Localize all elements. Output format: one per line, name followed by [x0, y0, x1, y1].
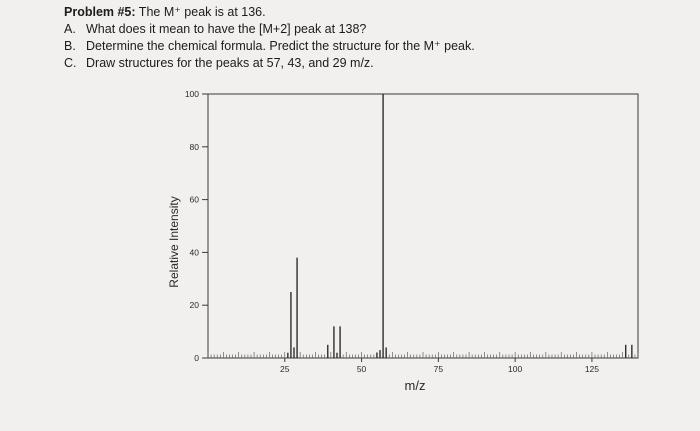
y-tick-label: 40 [190, 247, 200, 257]
problem-title-text: The M⁺ peak is at 136. [135, 5, 266, 19]
x-axis-label: m/z [405, 378, 426, 393]
x-tick-label: 100 [508, 364, 522, 374]
problem-statement: Problem #5: The M⁺ peak is at 136. A. Wh… [64, 4, 664, 72]
question-letter: B. [64, 39, 76, 53]
x-tick-label: 50 [357, 364, 367, 374]
question-text: Determine the chemical formula. Predict … [86, 39, 475, 53]
x-axis: 25 50 75 100 125 [207, 352, 639, 374]
question-text: Draw structures for the peaks at 57, 43,… [86, 56, 374, 70]
x-tick-label: 125 [585, 364, 599, 374]
x-tick-label: 25 [280, 364, 290, 374]
problem-title: Problem #5: The M⁺ peak is at 136. [64, 4, 664, 21]
question-a: A. What does it mean to have the [M+2] p… [64, 21, 664, 38]
y-tick-label: 0 [194, 353, 199, 363]
y-tick-label: 60 [190, 195, 200, 205]
x-tick-label: 75 [434, 364, 444, 374]
question-letter: A. [64, 22, 76, 36]
chart-background [150, 82, 650, 402]
y-tick-label: 100 [185, 89, 199, 99]
y-tick-label: 20 [190, 300, 200, 310]
question-b: B. Determine the chemical formula. Predi… [64, 38, 664, 55]
question-letter: C. [64, 56, 77, 70]
mass-spectrum-chart: 0 20 40 60 80 100 25 50 75 100 125 Relative Inten… [150, 82, 650, 407]
y-axis: 0 20 40 60 80 100 [185, 89, 208, 363]
mass-spectrum-svg: 0 20 40 60 80 100 25 50 75 100 125 Relative Inten… [150, 82, 650, 402]
y-tick-label: 80 [190, 142, 200, 152]
peak-series [287, 94, 633, 358]
question-text: What does it mean to have the [M+2] peak… [86, 22, 367, 36]
question-c: C. Draw structures for the peaks at 57, … [64, 55, 664, 72]
problem-number: Problem #5: [64, 5, 136, 19]
y-axis-label: Relative Intensity [167, 196, 181, 287]
